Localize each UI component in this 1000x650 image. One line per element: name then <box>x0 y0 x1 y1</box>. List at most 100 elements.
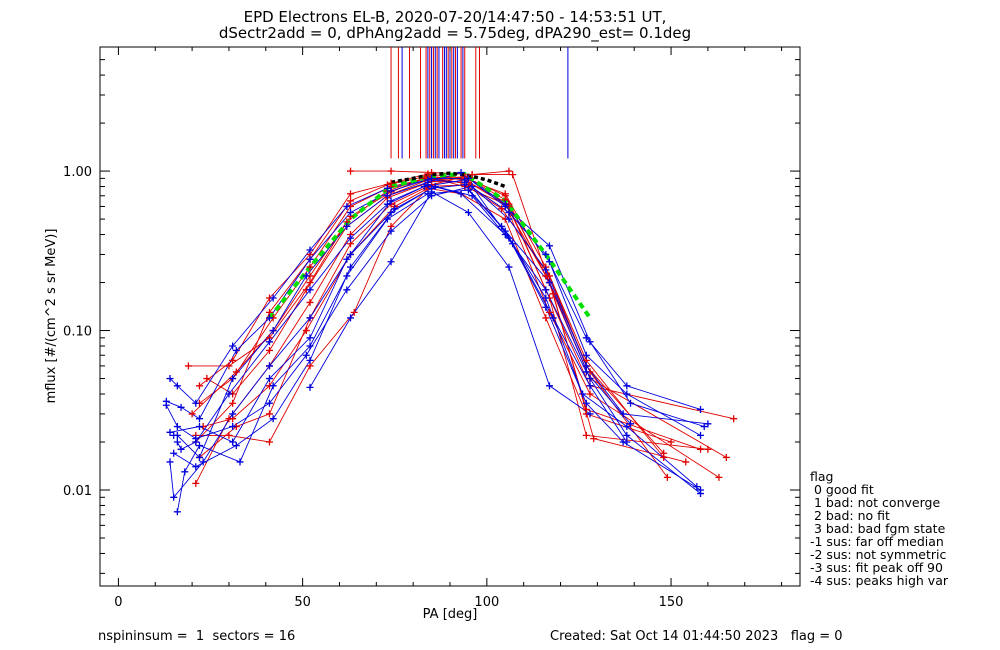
legend-item: -1 sus: far off median <box>810 534 944 549</box>
data-point-blue <box>173 423 181 431</box>
legend-item: 3 bad: bad fgm state <box>810 521 946 536</box>
data-point-red <box>715 473 723 481</box>
data-point-blue <box>545 382 553 390</box>
data-point-blue <box>343 286 351 294</box>
data-point-blue <box>269 415 277 423</box>
legend-item: -2 sus: not symmetric <box>810 547 946 562</box>
data-point-blue <box>387 187 395 195</box>
data-point-blue <box>269 382 277 390</box>
data-point-red <box>229 399 237 407</box>
data-point-blue <box>181 468 189 476</box>
data-point-red <box>663 473 671 481</box>
data-point-blue <box>265 362 273 370</box>
data-point-blue <box>505 215 513 223</box>
data-point-blue <box>195 423 203 431</box>
data-point-red <box>542 314 550 322</box>
data-point-red <box>265 346 273 354</box>
data-point-red <box>225 431 233 439</box>
data-point-blue <box>265 338 273 346</box>
data-point-red <box>192 479 200 487</box>
data-point-blue <box>302 351 310 359</box>
data-point-blue <box>468 183 476 191</box>
data-point-blue <box>343 202 351 210</box>
series-line-red <box>199 177 665 454</box>
series-line-blue <box>309 191 591 415</box>
data-point-blue <box>549 314 557 322</box>
data-point-blue <box>166 375 174 383</box>
data-point-blue <box>306 255 314 263</box>
data-point-blue <box>302 272 310 280</box>
data-point-blue <box>383 184 391 192</box>
data-point-blue <box>424 190 432 198</box>
series-line-red <box>206 177 734 420</box>
data-point-blue <box>697 486 705 494</box>
data-point-red <box>306 279 314 287</box>
data-point-red <box>549 290 557 298</box>
data-point-blue <box>579 390 587 398</box>
y-tick-label: 0.01 <box>63 484 92 499</box>
data-point-red <box>188 410 196 418</box>
data-point-blue <box>170 449 178 457</box>
data-point-blue <box>586 375 594 383</box>
data-point-blue <box>195 442 203 450</box>
data-point-red <box>184 362 192 370</box>
data-point-blue <box>265 399 273 407</box>
data-point-blue <box>306 314 314 322</box>
data-point-blue <box>501 200 509 208</box>
data-point-red <box>722 453 730 461</box>
data-point-blue <box>693 483 701 491</box>
data-point-red <box>306 298 314 306</box>
data-point-blue <box>498 222 506 230</box>
data-point-blue <box>697 431 705 439</box>
data-point-blue <box>542 250 550 258</box>
series-line-blue <box>165 185 701 491</box>
data-point-blue <box>195 453 203 461</box>
legend-item: 2 bad: no fit <box>810 508 890 523</box>
data-point-blue <box>192 435 200 443</box>
data-point-red <box>682 458 690 466</box>
data-point-blue <box>269 327 277 335</box>
data-point-blue <box>457 168 465 176</box>
data-point-red <box>505 167 513 175</box>
legend-item: 0 good fit <box>810 482 874 497</box>
data-point-blue <box>229 375 237 383</box>
x-tick-label: 100 <box>474 595 499 610</box>
data-point-blue <box>457 190 465 198</box>
data-point-blue <box>347 314 355 322</box>
data-point-blue <box>306 356 314 364</box>
data-point-blue <box>623 423 631 431</box>
data-point-blue <box>383 200 391 208</box>
data-point-blue <box>586 382 594 390</box>
data-point-blue <box>265 375 273 383</box>
data-point-blue <box>582 351 590 359</box>
data-point-blue <box>545 258 553 266</box>
data-point-blue <box>166 428 174 436</box>
data-point-red <box>498 205 506 213</box>
series-line-blue <box>176 179 708 450</box>
data-point-blue <box>505 234 513 242</box>
data-point-red <box>387 167 395 175</box>
data-point-blue <box>545 242 553 250</box>
data-point-red <box>509 171 517 179</box>
data-point-blue <box>391 205 399 213</box>
marker-lines-layer <box>390 47 569 159</box>
data-point-blue <box>306 342 314 350</box>
data-point-blue <box>623 382 631 390</box>
data-point-blue <box>586 338 594 346</box>
data-point-blue <box>428 174 436 182</box>
data-point-red <box>195 382 203 390</box>
chart-title-line-2: dSectr2add = 0, dPhAng2add = 5.75deg, dP… <box>219 24 691 43</box>
data-point-blue <box>700 423 708 431</box>
data-point-blue <box>347 208 355 216</box>
data-point-blue <box>177 445 185 453</box>
data-point-red <box>265 410 273 418</box>
x-axis-label: PA [deg] <box>423 607 478 622</box>
data-point-blue <box>232 346 240 354</box>
data-point-red <box>697 445 705 453</box>
data-point-blue <box>199 458 207 466</box>
legend-item: -3 sus: fit peak off 90 <box>810 560 943 575</box>
footer-left-text: nspininsum = 1 sectors = 16 <box>98 629 295 644</box>
data-point-red <box>704 445 712 453</box>
series-line-red <box>203 187 672 443</box>
